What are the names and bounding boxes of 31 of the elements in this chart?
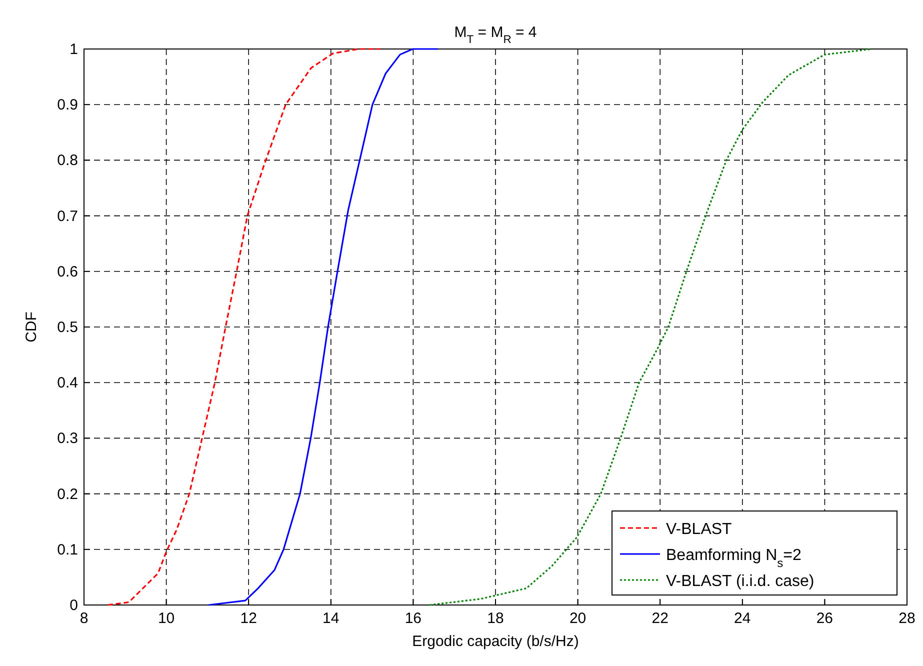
x-axis-title: Ergodic capacity (b/s/Hz) <box>412 633 579 650</box>
y-tick-label: 1 <box>70 41 78 58</box>
line-series <box>107 48 382 606</box>
line-series <box>428 48 873 606</box>
y-tick-label: 0.9 <box>57 96 78 114</box>
chart-title: M$_{T}$ = M$_{R}$ = 4 <box>454 24 537 46</box>
x-tick-label: 14 <box>322 610 340 627</box>
x-tick-label: 18 <box>487 610 504 627</box>
y-tick-label: 0.8 <box>57 152 78 170</box>
y-tick-label: 0.5 <box>57 319 78 336</box>
y-tick-label: 0.1 <box>57 541 78 558</box>
x-tick-label: 10 <box>158 610 175 627</box>
y-tick-label: 0.2 <box>57 486 78 503</box>
y-tick-label: 0.6 <box>57 263 78 280</box>
y-tick-label: 0.4 <box>57 374 78 392</box>
x-tick-label: 26 <box>816 610 834 627</box>
x-tick-label: 28 <box>898 610 916 627</box>
legend-label: Beamforming N$_{s}$=2 <box>666 547 802 570</box>
y-tick-label: 0 <box>70 597 78 614</box>
x-tick-label: 16 <box>404 610 422 627</box>
legend-label: V-BLAST <box>666 521 732 538</box>
x-tick-label: 24 <box>734 610 751 627</box>
x-tick-label: 8 <box>80 610 88 627</box>
y-axis-title: CDF <box>23 312 40 342</box>
x-tick-label: 20 <box>569 610 586 627</box>
line-series <box>208 48 439 606</box>
y-tick-label: 0.3 <box>57 430 78 448</box>
y-tick-label: 0.7 <box>57 208 78 225</box>
x-tick-label: 12 <box>240 610 257 627</box>
x-tick-label: 22 <box>652 610 668 627</box>
legend-label: V-BLAST (i.i.d. case) <box>666 573 814 590</box>
